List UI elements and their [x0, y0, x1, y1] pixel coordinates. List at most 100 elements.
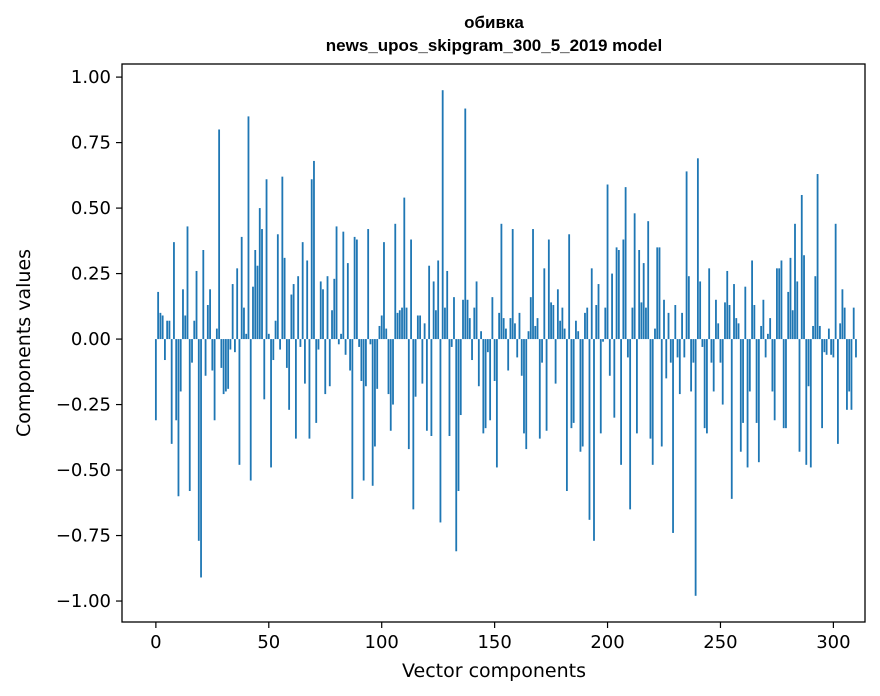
bar-248 — [715, 299, 717, 340]
bar-212 — [633, 213, 636, 340]
bar-5 — [166, 320, 169, 340]
bar-245 — [708, 268, 711, 340]
bar-272 — [769, 318, 772, 340]
bar-197 — [599, 339, 602, 434]
bar-98 — [376, 339, 379, 389]
bar-93 — [365, 339, 367, 387]
bar-167 — [532, 229, 534, 340]
bar-24 — [209, 289, 211, 340]
bar-175 — [550, 302, 552, 340]
bar-159 — [514, 323, 516, 340]
bar-106 — [394, 223, 397, 340]
bar-57 — [283, 257, 286, 340]
bar-132 — [453, 297, 455, 340]
bar-186 — [575, 320, 577, 340]
bar-100 — [380, 315, 383, 340]
bar-68 — [308, 339, 311, 439]
bars-group — [154, 90, 857, 596]
bar-2 — [159, 312, 162, 340]
bar-161 — [518, 312, 521, 340]
bar-204 — [615, 247, 618, 340]
y-axis-label: Components values — [13, 249, 35, 437]
bar-77 — [328, 339, 331, 387]
bar-213 — [636, 339, 638, 434]
bar-276 — [778, 268, 781, 340]
bar-283 — [794, 223, 796, 340]
bar-117 — [419, 315, 422, 340]
bar-23 — [206, 305, 209, 340]
bar-156 — [507, 339, 510, 371]
bar-284 — [796, 281, 799, 340]
bar-289 — [807, 339, 810, 387]
bar-179 — [559, 320, 562, 340]
bar-274 — [773, 339, 776, 421]
bar-140 — [471, 339, 473, 361]
bar-240 — [696, 158, 699, 340]
bar-84 — [344, 339, 347, 355]
bar-205 — [617, 250, 620, 340]
bar-80 — [335, 226, 338, 340]
bar-193 — [590, 268, 593, 340]
bar-114 — [412, 339, 415, 510]
bar-188 — [579, 339, 582, 452]
bar-53 — [274, 320, 277, 340]
bar-299 — [830, 339, 833, 355]
bar-215 — [640, 302, 643, 340]
bar-125 — [437, 260, 440, 340]
bar-246 — [710, 339, 713, 363]
bar-254 — [728, 305, 731, 340]
bar-191 — [586, 307, 589, 340]
bar-286 — [800, 194, 803, 340]
bar-182 — [565, 339, 568, 492]
bar-227 — [667, 312, 670, 340]
bar-173 — [545, 339, 548, 431]
bar-130 — [448, 339, 451, 436]
bar-102 — [385, 328, 388, 340]
bar-95 — [369, 339, 372, 345]
bar-31 — [224, 339, 227, 392]
bar-169 — [536, 318, 539, 340]
bar-266 — [755, 339, 758, 423]
bar-20 — [200, 339, 202, 578]
bar-121 — [428, 265, 431, 340]
bar-13 — [184, 315, 187, 340]
bar-222 — [656, 247, 659, 340]
bar-241 — [699, 281, 702, 340]
bar-294 — [818, 325, 821, 340]
bar-292 — [814, 276, 817, 340]
bar-171 — [541, 339, 543, 363]
chart-title: обивка — [464, 13, 524, 32]
bar-199 — [604, 307, 607, 340]
bar-126 — [439, 339, 442, 523]
bar-17 — [193, 320, 196, 340]
bar-88 — [353, 236, 356, 340]
bar-119 — [423, 323, 426, 340]
bar-10 — [177, 339, 180, 497]
bar-192 — [588, 339, 591, 520]
bar-147 — [486, 339, 489, 353]
bar-15 — [188, 339, 191, 492]
bar-180 — [561, 307, 564, 340]
y-axis: 1.00 0.75 0.50 0.25 0.00 −0.25 −0.50 −0.75 −1.00 — [56, 67, 122, 612]
bar-174 — [547, 239, 550, 340]
bar-208 — [624, 187, 627, 340]
bar-218 — [647, 221, 650, 340]
bar-237 — [690, 339, 693, 392]
bar-4 — [164, 339, 166, 361]
bar-157 — [509, 318, 512, 340]
bar-64 — [299, 339, 302, 347]
bar-26 — [213, 339, 216, 421]
bar-164 — [525, 339, 528, 450]
x-tick-label: 250 — [703, 632, 737, 653]
bar-148 — [489, 339, 492, 421]
x-tick-label: 0 — [150, 632, 161, 653]
bar-103 — [387, 339, 390, 395]
bar-268 — [760, 325, 763, 340]
bar-198 — [602, 339, 604, 342]
y-tick-label: −0.25 — [56, 395, 111, 416]
bar-308 — [850, 339, 853, 410]
bar-211 — [631, 307, 634, 340]
bar-190 — [584, 312, 586, 340]
bar-209 — [626, 339, 629, 358]
